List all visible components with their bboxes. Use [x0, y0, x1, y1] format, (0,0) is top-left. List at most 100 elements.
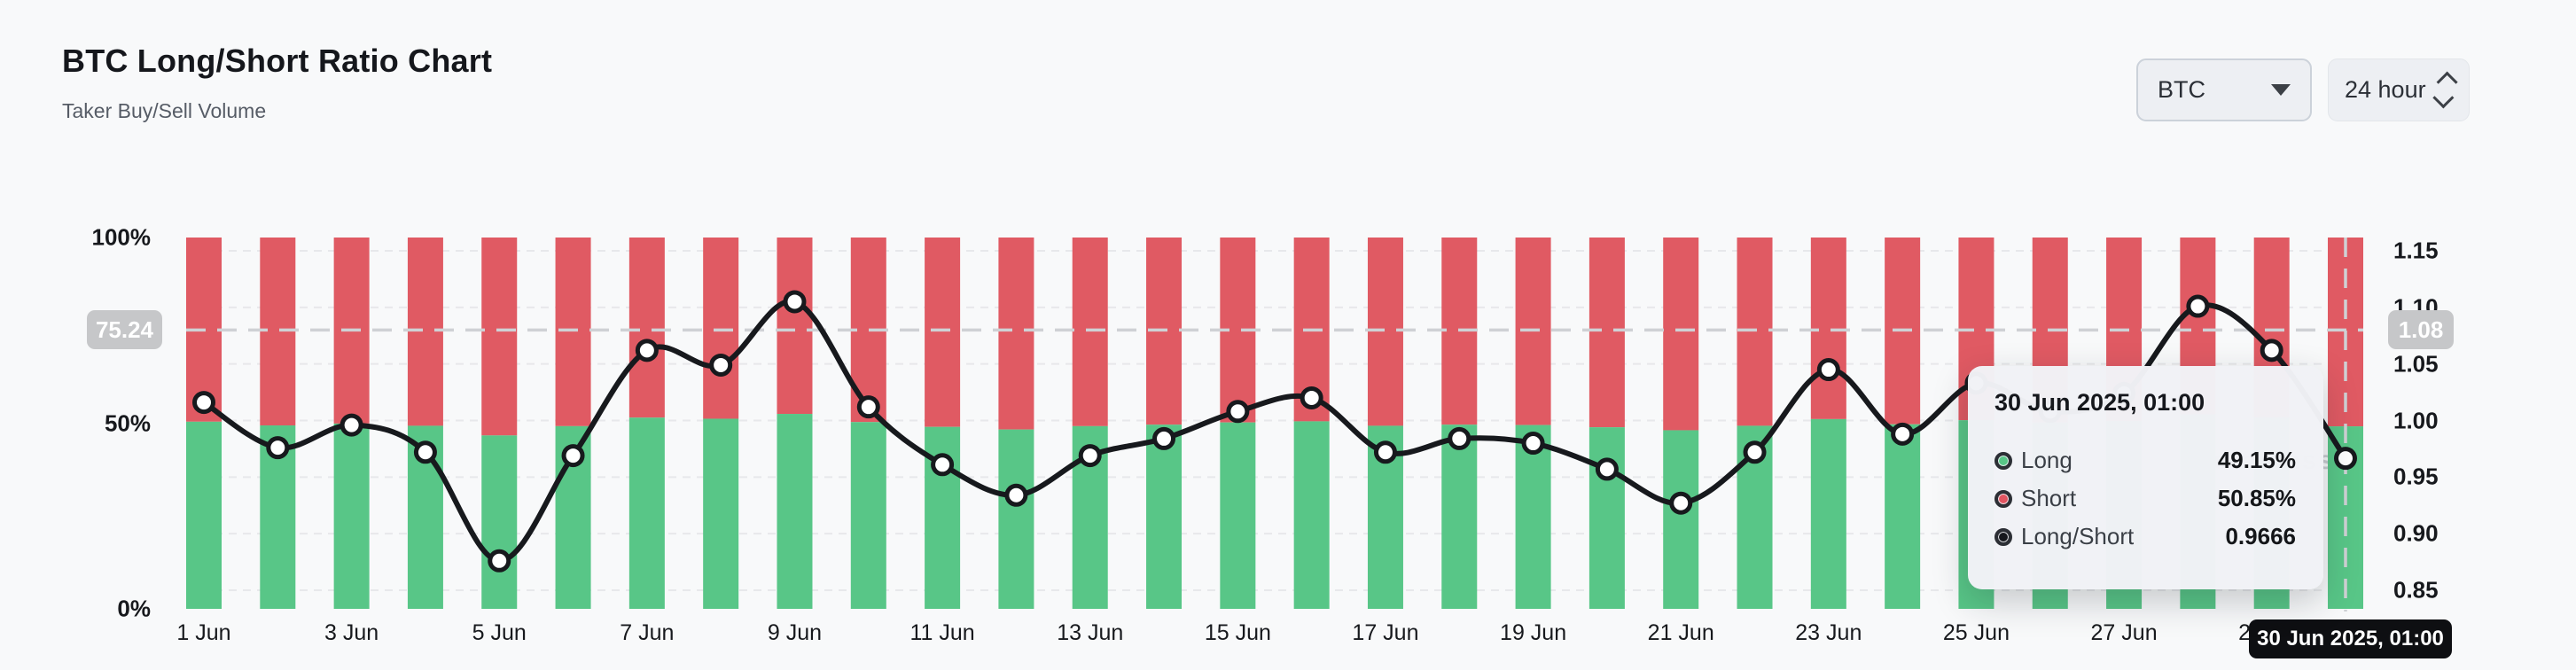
short-bar[interactable] — [1737, 238, 1773, 426]
y-axis-right-tick: 1.05 — [2393, 350, 2439, 378]
short-bar[interactable] — [1589, 238, 1625, 428]
y-axis-right-tick: 0.85 — [2393, 576, 2439, 604]
ratio-marker[interactable] — [1226, 400, 1250, 424]
long-bar[interactable] — [1589, 427, 1625, 609]
chart-tooltip: 30 Jun 2025, 01:00 Long 49.15% Short 50.… — [1968, 366, 2323, 589]
long-bar[interactable] — [703, 418, 739, 609]
x-axis-tick: 9 Jun — [767, 620, 823, 645]
short-bar[interactable] — [925, 238, 961, 427]
tooltip-long-label: Long — [2021, 447, 2073, 473]
crosshair-left-axis-badge: 75.24 — [87, 310, 162, 349]
ratio-marker[interactable] — [1448, 426, 1471, 450]
short-bar[interactable] — [1810, 238, 1846, 419]
ratio-marker[interactable] — [2260, 339, 2283, 362]
ratio-marker[interactable] — [1521, 432, 1545, 456]
interval-dropdown-value: 24 hour — [2345, 76, 2426, 103]
short-bar[interactable] — [407, 238, 443, 426]
long-bar[interactable] — [850, 422, 886, 609]
y-axis-right-tick: 1.00 — [2393, 407, 2439, 433]
x-axis-tick: 15 Jun — [1204, 620, 1271, 645]
tooltip-row-short: Short 50.85% — [1994, 479, 2296, 518]
x-axis-tick: 25 Jun — [1942, 620, 2010, 645]
short-bar[interactable] — [1367, 238, 1403, 426]
x-axis-tick: 21 Jun — [1647, 620, 1714, 645]
long-bar[interactable] — [186, 421, 222, 609]
tooltip-long-value: 49.15% — [2217, 447, 2296, 473]
tooltip-row-ratio: Long/Short 0.9666 — [1994, 518, 2296, 556]
tooltip-ratio-value: 0.9666 — [2225, 523, 2296, 549]
page-title: BTC Long/Short Ratio Chart — [62, 43, 493, 79]
page-subtitle: Taker Buy/Sell Volume — [62, 99, 267, 122]
ratio-marker[interactable] — [266, 436, 290, 460]
long-bar[interactable] — [1663, 430, 1699, 609]
short-bar[interactable] — [703, 238, 739, 419]
short-bar[interactable] — [481, 238, 518, 436]
long-bar[interactable] — [628, 417, 665, 609]
x-axis-tick: 3 Jun — [324, 620, 379, 645]
tooltip-short-label: Short — [2021, 485, 2077, 511]
crosshair-right-axis-badge: 1.08 — [2388, 310, 2454, 349]
ratio-marker[interactable] — [413, 440, 437, 464]
short-bar[interactable] — [555, 238, 591, 426]
x-axis-tick: 1 Jun — [176, 620, 231, 645]
ratio-marker[interactable] — [340, 413, 363, 437]
ratio-marker[interactable] — [1891, 422, 1915, 446]
long-bar[interactable] — [1146, 425, 1183, 609]
ratio-series-icon — [1994, 527, 2012, 546]
ratio-marker[interactable] — [1595, 457, 1619, 481]
ratio-marker[interactable] — [1004, 483, 1028, 507]
long-bar[interactable] — [1441, 425, 1478, 609]
long-bar[interactable] — [1515, 425, 1551, 609]
x-axis-tick: 27 Jun — [2090, 620, 2158, 645]
tooltip-ratio-label: Long/Short — [2021, 523, 2135, 549]
ratio-marker[interactable] — [2334, 447, 2357, 471]
y-axis-right-tick: 0.95 — [2393, 463, 2439, 490]
ratio-marker[interactable] — [1300, 386, 1323, 409]
short-bar[interactable] — [998, 238, 1034, 430]
ratio-marker[interactable] — [561, 444, 585, 468]
short-series-icon — [1994, 489, 2012, 508]
ratio-marker[interactable] — [1373, 440, 1397, 464]
ratio-marker[interactable] — [931, 453, 955, 477]
ratio-marker[interactable] — [1816, 358, 1840, 382]
long-bar[interactable] — [333, 423, 370, 609]
x-axis-tick: 23 Jun — [1795, 620, 1862, 645]
ratio-marker[interactable] — [2186, 294, 2210, 318]
x-axis-tick: 19 Jun — [1500, 620, 1567, 645]
long-bar[interactable] — [998, 429, 1034, 609]
ratio-marker[interactable] — [783, 290, 807, 314]
short-bar[interactable] — [1663, 238, 1699, 431]
x-axis-tick: 13 Jun — [1057, 620, 1124, 645]
symbol-dropdown[interactable]: BTC — [2136, 58, 2312, 121]
short-bar[interactable] — [777, 238, 813, 415]
tooltip-row-long: Long 49.15% — [1994, 441, 2296, 479]
x-axis-tick: 11 Jun — [909, 620, 975, 645]
long-bar[interactable] — [481, 435, 518, 609]
tooltip-short-value: 50.85% — [2217, 485, 2296, 511]
y-axis-right-tick: 1.15 — [2393, 237, 2439, 264]
long-bar[interactable] — [777, 414, 813, 609]
y-axis-right-tick: 0.90 — [2393, 519, 2439, 547]
ratio-marker[interactable] — [1152, 426, 1176, 450]
short-bar[interactable] — [1072, 238, 1108, 426]
y-axis-left-tick: 100% — [91, 223, 152, 251]
y-axis-left-tick: 50% — [104, 409, 151, 436]
ratio-marker[interactable] — [635, 339, 659, 362]
long-bar[interactable] — [1293, 421, 1330, 609]
crosshair-date-badge: 30 Jun 2025, 01:00 — [2249, 619, 2452, 658]
long-bar[interactable] — [1885, 424, 1921, 609]
ratio-marker[interactable] — [1078, 444, 1102, 468]
ratio-marker[interactable] — [192, 391, 215, 415]
interval-dropdown[interactable]: 24 hour — [2328, 58, 2470, 121]
short-bar[interactable] — [628, 238, 665, 418]
ratio-marker[interactable] — [488, 549, 511, 573]
ratio-marker[interactable] — [1669, 491, 1693, 515]
ratio-marker[interactable] — [1743, 440, 1767, 464]
long-bar[interactable] — [1810, 418, 1846, 609]
chevron-down-icon — [2271, 84, 2291, 96]
x-axis-tick: 17 Jun — [1352, 620, 1419, 645]
long-bar[interactable] — [1220, 422, 1256, 609]
ratio-marker[interactable] — [709, 353, 733, 377]
ratio-marker[interactable] — [856, 395, 880, 419]
y-axis-left-tick: 0% — [117, 595, 151, 622]
